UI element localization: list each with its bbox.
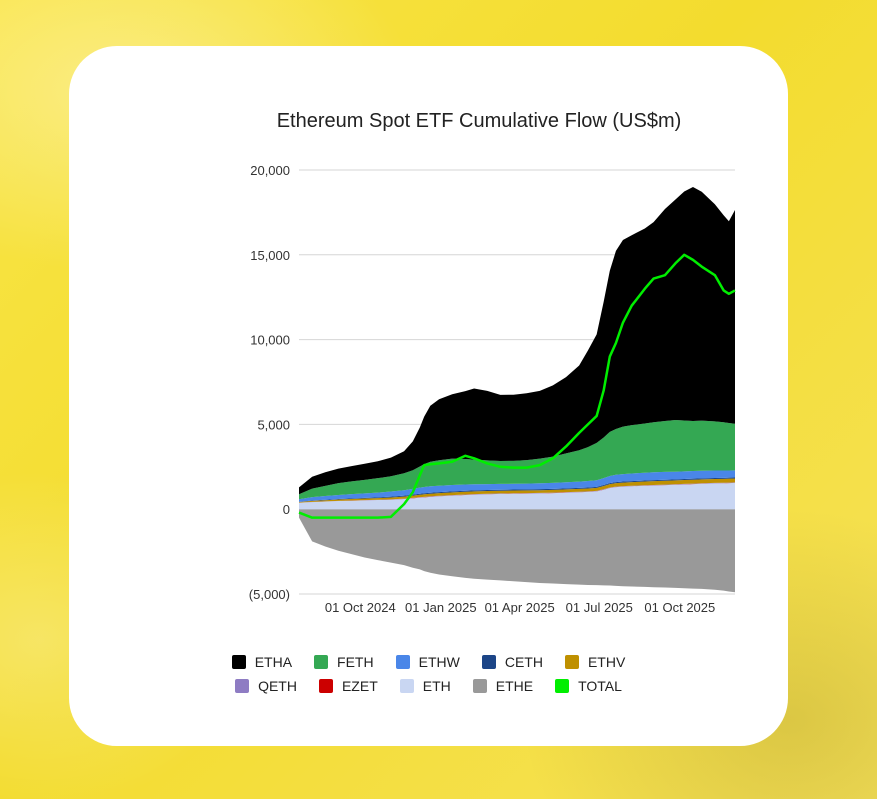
x-tick-label: 01 Oct 2025 [644,600,715,615]
legend-item-ethe: ETHE [472,678,534,694]
legend-swatch [481,655,496,669]
area-feth [299,419,735,500]
legend-item-ethv: ETHV [564,654,626,670]
y-tick-label: 15,000 [250,248,290,263]
legend-swatch [314,655,329,669]
x-axis-ticks: 01 Oct 2024 01 Jan 2025 01 Apr 2025 01 Jul … [325,600,715,615]
legend-label: CETH [504,654,543,670]
legend-item-etha: ETHA [231,654,293,670]
area-ethv [299,478,735,503]
legend: ETHA FETH ETHW CETH ETHV QETH EZET ETH ETHE TOTAL [69,654,788,702]
stacked-areas [299,186,735,593]
legend-label: EZET [341,678,378,694]
legend-row: QETH EZET ETH ETHE TOTAL [69,678,788,694]
area-ethe [299,509,735,593]
area-ceth [299,477,735,502]
legend-label: TOTAL [578,678,622,694]
legend-item-ezet: EZET [318,678,378,694]
total-line-group [298,253,736,519]
legend-label: ETHA [254,654,293,670]
y-tick-label: 0 [283,502,290,517]
legend-swatch [235,679,250,693]
legend-label: ETHW [418,654,460,670]
total-line [298,253,736,519]
legend-swatch [231,655,246,669]
x-tick-label: 01 Apr 2025 [485,600,555,615]
x-tick-label: 01 Oct 2024 [325,600,396,615]
area-ethw [299,470,735,502]
legend-swatch [395,655,410,669]
legend-item-total: TOTAL [555,678,622,694]
chart-card: Ethereum Spot ETF Cumulative Flow (US$m)… [69,46,788,746]
legend-row: ETHA FETH ETHW CETH ETHV [69,654,788,670]
legend-swatch [555,679,570,693]
y-tick-label: (5,000) [249,587,290,602]
legend-item-qeth: QETH [235,678,297,694]
x-tick-label: 01 Jan 2025 [405,600,477,615]
x-tick-label: 01 Jul 2025 [566,600,633,615]
chart: Ethereum Spot ETF Cumulative Flow (US$m)… [249,110,736,615]
legend-item-ethw: ETHW [395,654,460,670]
legend-label: FETH [337,654,374,670]
legend-item-eth: ETH [399,678,451,694]
legend-swatch [318,679,333,693]
legend-item-ceth: CETH [481,654,543,670]
area-eth [299,482,735,510]
y-axis-ticks: 20,000 15,000 10,000 5,000 0 (5,000) [249,163,290,602]
area-etha [299,186,735,495]
legend-swatch [472,679,487,693]
y-tick-label: 5,000 [257,417,290,432]
legend-label: ETH [422,678,451,694]
legend-label: ETHE [495,678,534,694]
y-tick-label: 20,000 [250,163,290,178]
legend-item-feth: FETH [314,654,374,670]
legend-label: QETH [258,678,297,694]
legend-swatch [564,655,579,669]
legend-swatch [399,679,414,693]
y-tick-label: 10,000 [250,333,290,348]
legend-label: ETHV [587,654,626,670]
chart-title: Ethereum Spot ETF Cumulative Flow (US$m) [277,110,682,132]
